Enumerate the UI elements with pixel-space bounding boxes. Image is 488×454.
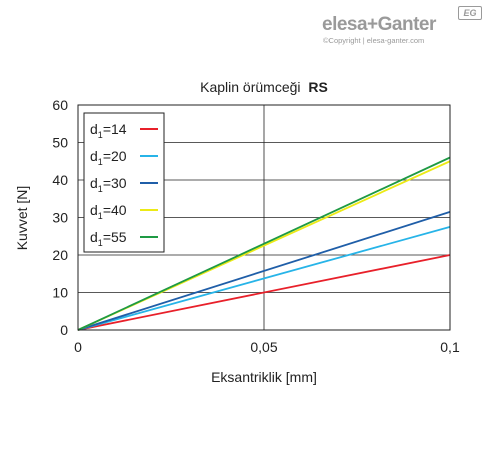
series-line-55 (77, 156, 451, 331)
y-tick-label: 0 (60, 322, 68, 338)
x-tick-label: 0 (74, 339, 82, 355)
legend-label: d1=14 (90, 121, 127, 140)
x-tick-label: 0,05 (250, 339, 277, 355)
legend-label: d1=55 (90, 229, 127, 248)
x-tick-labels: 0 0,05 0,1 (74, 339, 460, 355)
brand-copyright: ©Copyright | elesa-ganter.com (323, 36, 425, 45)
y-tick-labels: 0 10 20 30 40 50 60 (52, 97, 68, 338)
y-tick-label: 60 (52, 97, 68, 113)
series-line-14 (77, 254, 451, 331)
y-tick-label: 30 (52, 210, 68, 226)
series-line-20 (77, 226, 451, 331)
plot-frame (77, 104, 451, 331)
chart-title-bold: RS (308, 79, 327, 95)
legend-label: d1=20 (90, 148, 127, 167)
series-line-30 (77, 211, 451, 331)
y-tick-label: 50 (52, 135, 68, 151)
series-lines (77, 156, 451, 331)
legend-label: d1=40 (90, 202, 127, 221)
chart-title: Kaplin örümceği RS (200, 79, 328, 95)
legend: d1=14 d1=20 d1=30 d1=40 d1=55 (83, 112, 165, 253)
brand-badge: EG (458, 6, 482, 20)
y-axis-label: Kuvvet [N] (14, 186, 30, 251)
x-tick-label: 0,1 (440, 339, 460, 355)
y-tick-label: 40 (52, 172, 68, 188)
brand-logo: elesa+Ganter EG ©Copyright | elesa-gante… (322, 6, 482, 52)
chart-title-text: Kaplin örümceği (200, 79, 300, 95)
y-tick-label: 10 (52, 285, 68, 301)
y-tick-label: 20 (52, 247, 68, 263)
brand-name: elesa+Ganter (322, 14, 436, 35)
x-axis-label: Eksantriklik [mm] (211, 369, 317, 385)
legend-label: d1=30 (90, 175, 127, 194)
